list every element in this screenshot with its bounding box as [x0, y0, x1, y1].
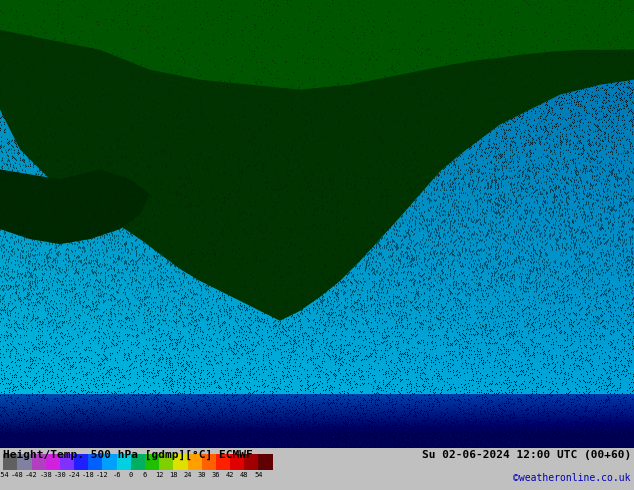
Text: Height/Temp. 500 hPa [gdmp][°C] ECMWF: Height/Temp. 500 hPa [gdmp][°C] ECMWF [3, 450, 253, 460]
Text: -6: -6 [112, 472, 121, 478]
Text: ©weatheronline.co.uk: ©weatheronline.co.uk [514, 472, 631, 483]
Bar [145, 454, 159, 470]
Text: 6: 6 [143, 472, 147, 478]
Text: -42: -42 [25, 472, 38, 478]
Text: 48: 48 [240, 472, 249, 478]
Bar [88, 454, 103, 470]
Bar [117, 454, 131, 470]
Text: -18: -18 [82, 472, 94, 478]
Text: -54: -54 [0, 472, 10, 478]
Polygon shape [0, 0, 634, 321]
Polygon shape [0, 170, 150, 244]
Text: 0: 0 [129, 472, 133, 478]
Bar [230, 454, 244, 470]
Bar [131, 454, 145, 470]
Bar [259, 454, 273, 470]
Bar [3, 454, 17, 470]
Bar [103, 454, 117, 470]
Bar [60, 454, 74, 470]
Bar [202, 454, 216, 470]
Text: 30: 30 [197, 472, 206, 478]
Text: 24: 24 [183, 472, 191, 478]
Text: 12: 12 [155, 472, 164, 478]
Bar [244, 454, 259, 470]
Text: -24: -24 [68, 472, 81, 478]
Text: -48: -48 [11, 472, 23, 478]
Text: 42: 42 [226, 472, 235, 478]
Bar [74, 454, 88, 470]
Text: -38: -38 [39, 472, 52, 478]
Bar [159, 454, 173, 470]
Polygon shape [0, 0, 634, 90]
Text: -30: -30 [53, 472, 67, 478]
Bar [46, 454, 60, 470]
Text: 36: 36 [212, 472, 220, 478]
Bar [173, 454, 188, 470]
Text: 54: 54 [254, 472, 262, 478]
Bar [17, 454, 32, 470]
Bar [188, 454, 202, 470]
Text: 18: 18 [169, 472, 178, 478]
Bar [32, 454, 46, 470]
Text: Su 02-06-2024 12:00 UTC (00+60): Su 02-06-2024 12:00 UTC (00+60) [422, 450, 631, 460]
Bar [216, 454, 230, 470]
Text: -12: -12 [96, 472, 109, 478]
